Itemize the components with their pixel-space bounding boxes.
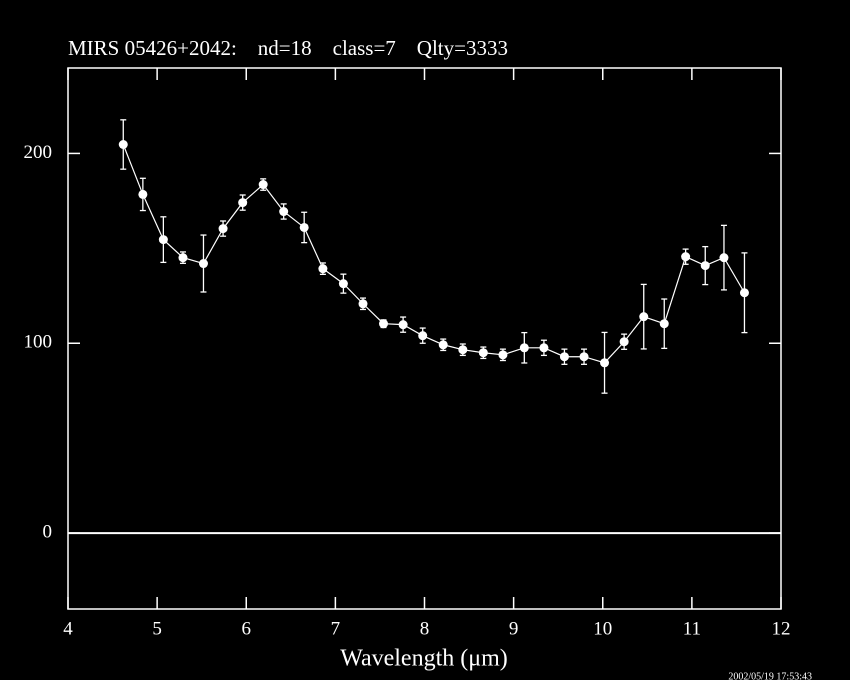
chart-title: MIRS 05426+2042: nd=18 class=7 Qlty=3333 bbox=[68, 36, 508, 60]
x-tick-label: 7 bbox=[331, 618, 341, 639]
data-point bbox=[579, 352, 589, 362]
data-point bbox=[279, 207, 289, 217]
data-line bbox=[122, 144, 745, 364]
data-point bbox=[218, 224, 228, 234]
x-tick-label: 11 bbox=[683, 618, 701, 639]
data-point bbox=[338, 279, 348, 289]
x-tick-label: 4 bbox=[63, 618, 73, 639]
y-tick-label: 200 bbox=[24, 142, 53, 163]
data-point bbox=[519, 343, 529, 353]
data-point bbox=[358, 299, 368, 309]
data-point bbox=[438, 340, 448, 350]
data-point bbox=[418, 331, 428, 341]
y-tick-label: 100 bbox=[24, 332, 53, 353]
x-tick-label: 5 bbox=[152, 618, 162, 639]
data-point bbox=[681, 252, 691, 262]
data-point bbox=[659, 319, 669, 329]
x-tick-label: 10 bbox=[593, 618, 612, 639]
data-point bbox=[700, 261, 710, 271]
data-point bbox=[619, 337, 629, 347]
data-point bbox=[398, 320, 408, 330]
data-point bbox=[739, 288, 749, 298]
data-point bbox=[600, 358, 610, 368]
data-point bbox=[138, 189, 148, 199]
data-point bbox=[379, 319, 389, 329]
data-point bbox=[719, 253, 729, 263]
data-point bbox=[258, 180, 268, 190]
data-point bbox=[458, 345, 468, 355]
data-point bbox=[118, 139, 128, 149]
data-point bbox=[238, 198, 248, 208]
data-point bbox=[639, 312, 649, 322]
x-tick-label: 12 bbox=[772, 618, 791, 639]
x-tick-label: 6 bbox=[242, 618, 252, 639]
data-point bbox=[318, 264, 328, 274]
data-point bbox=[178, 253, 188, 263]
data-point bbox=[498, 350, 508, 360]
data-point bbox=[478, 348, 488, 358]
y-tick-label: 0 bbox=[43, 521, 53, 542]
x-tick-label: 8 bbox=[420, 618, 430, 639]
x-axis-label: Wavelength (μm) bbox=[340, 646, 508, 672]
data-point bbox=[539, 343, 549, 353]
data-point bbox=[198, 259, 208, 269]
timestamp: 2002/05/19 17:53:43 bbox=[728, 671, 812, 680]
data-point bbox=[299, 222, 309, 232]
data-point bbox=[158, 235, 168, 245]
data-point bbox=[559, 352, 569, 362]
x-tick-label: 9 bbox=[509, 618, 519, 639]
